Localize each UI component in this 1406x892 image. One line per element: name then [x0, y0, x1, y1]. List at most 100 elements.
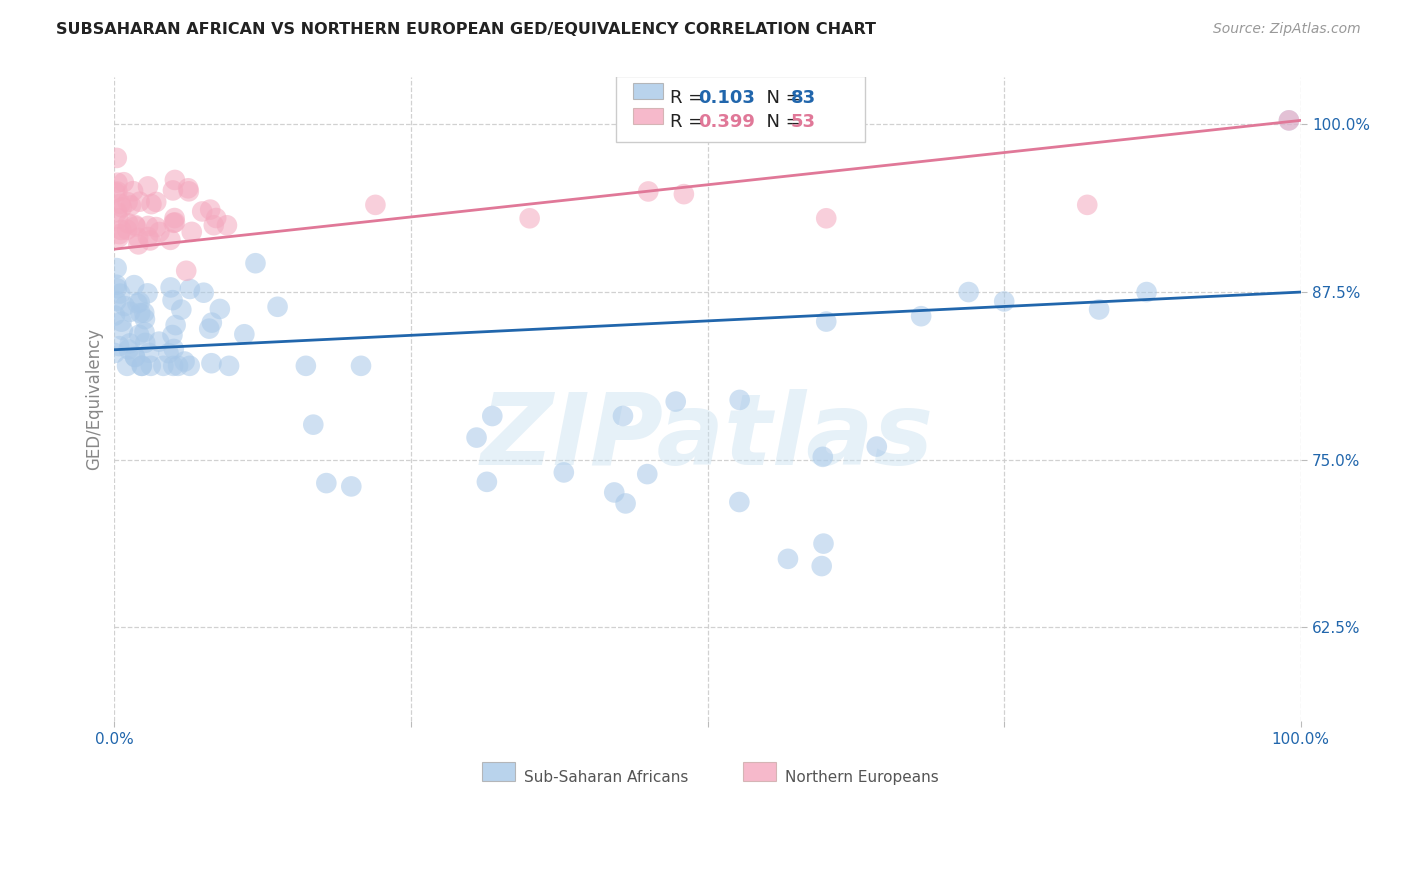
Point [205, 211, 228, 225]
Point [177, 184, 200, 198]
Text: Northern Europeans: Northern Europeans [785, 770, 938, 785]
Point [148, 334, 170, 349]
Point [170, 302, 193, 317]
Point [612, 409, 634, 423]
Point [124, 218, 146, 232]
Point [104, 186, 127, 200]
Text: 83: 83 [790, 89, 815, 107]
Point [136, 179, 159, 194]
Text: N =: N = [755, 113, 807, 131]
Point [136, 286, 159, 301]
Point [120, 305, 142, 319]
Point [603, 485, 626, 500]
Text: Sub-Saharan Africans: Sub-Saharan Africans [523, 770, 688, 785]
Point [105, 205, 128, 219]
Point [636, 467, 658, 482]
Point [112, 175, 135, 189]
Point [108, 339, 131, 353]
Point [111, 201, 134, 215]
Point [117, 343, 139, 357]
Point [138, 346, 160, 360]
Point [118, 336, 141, 351]
Point [728, 495, 751, 509]
Point [815, 314, 838, 328]
Point [191, 204, 214, 219]
Point [813, 536, 835, 550]
Point [910, 309, 932, 323]
Bar [633, 108, 662, 124]
Point [340, 479, 363, 493]
Point [180, 225, 202, 239]
Point [198, 321, 221, 335]
Point [162, 359, 184, 373]
Point [163, 211, 186, 225]
Point [108, 230, 131, 244]
Point [108, 286, 131, 301]
Point [131, 359, 153, 373]
Point [233, 327, 256, 342]
Point [553, 466, 575, 480]
Point [124, 350, 146, 364]
Point [114, 299, 136, 313]
Point [481, 409, 503, 423]
Point [125, 219, 148, 234]
Point [131, 359, 153, 373]
Point [145, 220, 167, 235]
Point [179, 359, 201, 373]
Point [105, 261, 128, 276]
Point [128, 295, 150, 310]
Point [200, 356, 222, 370]
Text: R =: R = [669, 89, 709, 107]
Point [364, 198, 387, 212]
Point [163, 215, 186, 229]
Point [193, 285, 215, 300]
Point [117, 216, 139, 230]
Point [124, 350, 146, 364]
Point [145, 194, 167, 209]
Point [465, 431, 488, 445]
Point [245, 256, 267, 270]
Point [127, 296, 149, 310]
Point [815, 211, 838, 226]
Point [163, 342, 186, 356]
Point [105, 151, 128, 165]
Point [162, 183, 184, 197]
Point [776, 552, 799, 566]
Point [110, 196, 132, 211]
Point [1135, 285, 1157, 299]
Point [122, 278, 145, 293]
Point [115, 223, 138, 237]
Text: 53: 53 [790, 113, 815, 131]
Point [104, 309, 127, 323]
Point [1278, 113, 1301, 128]
Point [162, 293, 184, 307]
Point [127, 237, 149, 252]
Text: ZIPatlas: ZIPatlas [481, 390, 934, 486]
Point [866, 440, 889, 454]
Point [127, 231, 149, 245]
Point [105, 294, 128, 309]
Point [1278, 113, 1301, 128]
Point [174, 264, 197, 278]
Point [810, 559, 832, 574]
Point [139, 359, 162, 373]
Text: 0.103: 0.103 [699, 89, 755, 107]
Point [728, 392, 751, 407]
Point [134, 312, 156, 326]
Point [136, 219, 159, 233]
Point [179, 282, 201, 296]
Point [201, 316, 224, 330]
Point [173, 354, 195, 368]
Text: R =: R = [669, 113, 709, 131]
Point [139, 234, 162, 248]
Point [1076, 198, 1098, 212]
Point [614, 496, 637, 510]
Bar [633, 83, 662, 99]
Point [128, 194, 150, 209]
Point [672, 187, 695, 202]
Point [159, 233, 181, 247]
Point [519, 211, 541, 226]
Point [266, 300, 288, 314]
Point [993, 294, 1015, 309]
Point [136, 230, 159, 244]
